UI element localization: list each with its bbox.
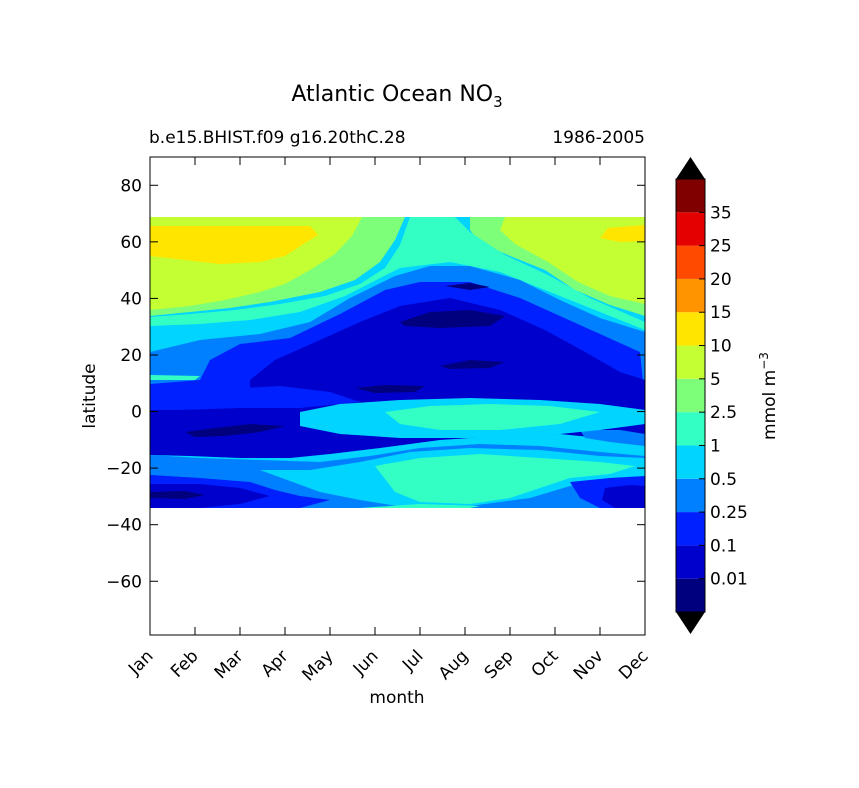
colorbar-level-label: 0.5	[710, 470, 737, 490]
contour-north-10-right	[600, 225, 645, 242]
contour-south-min-left	[150, 491, 205, 499]
chart-title-subscript: 3	[493, 93, 503, 111]
y-tick-label: −40	[106, 516, 142, 536]
contour-eq-1	[385, 404, 600, 430]
x-tick-label: Mar	[211, 646, 248, 683]
contour-north-min-2	[440, 360, 505, 369]
contour-eq-min-mid	[355, 385, 425, 393]
y-tick-label: 20	[120, 346, 142, 366]
colorbar-level-label: 25	[710, 237, 732, 257]
chart-subtitle-left: b.e15.BHIST.f09 g16.20thC.28	[149, 128, 406, 148]
colorbar-level-label: 10	[710, 337, 732, 357]
y-tick-label: −20	[106, 459, 142, 479]
y-tick-label: 60	[120, 233, 142, 253]
colorbar-swatch	[676, 312, 705, 346]
contour-eq-min-left	[185, 424, 285, 437]
y-axis-label: latitude	[80, 363, 100, 428]
x-tick-label: Oct	[528, 646, 563, 681]
colorbar-swatch	[676, 179, 705, 213]
x-axis-label: month	[369, 688, 424, 708]
plot-frame	[149, 156, 646, 636]
contour-eq-0p25-right	[580, 430, 645, 446]
chart-subtitle-right: 1986-2005	[552, 128, 645, 148]
y-axis: 80 60 40 20 0 −20 −40 −60	[106, 176, 645, 592]
contour-north-1-left	[150, 217, 645, 330]
colorbar-swatch	[676, 245, 705, 279]
x-tick-label: Aug	[435, 646, 473, 684]
colorbar-level-label: 0.01	[710, 570, 748, 590]
colorbar-label: mmol m−3	[757, 352, 780, 440]
colorbar-swatch	[676, 212, 705, 246]
colorbar-swatch	[676, 512, 705, 546]
contour-field	[150, 157, 645, 635]
x-tick-label: Nov	[570, 646, 608, 684]
contour-south-0p01-right	[602, 485, 645, 508]
contour-south-1	[375, 454, 635, 504]
colorbar-swatch	[676, 578, 705, 612]
no-data-south	[150, 508, 645, 635]
colorbar-level-label: 1	[710, 436, 721, 456]
colorbar-swatch	[676, 278, 705, 313]
colorbar-level-label: 35	[710, 203, 732, 223]
colorbar-swatch	[676, 445, 705, 479]
y-tick-label: −60	[106, 572, 142, 592]
contour-south-1-sliver	[360, 504, 480, 508]
contour-south-0p01-left	[150, 484, 270, 508]
x-tick-label: Jun	[349, 646, 383, 680]
no-data-north	[150, 157, 645, 217]
contour-north-min	[400, 310, 505, 328]
x-tick-label: May	[299, 646, 338, 685]
x-tick-label: Feb	[167, 646, 202, 681]
colorbar-swatch	[676, 378, 705, 413]
chart-title: Atlantic Ocean NO3	[291, 82, 502, 111]
contour-eq-0p1-left	[150, 386, 360, 410]
colorbar-label-exponent: −3	[757, 352, 771, 370]
y-tick-label: 40	[120, 289, 142, 309]
colorbar-level-label: 2.5	[710, 403, 737, 423]
y-tick-label: 0	[131, 403, 142, 423]
colorbar-level-label: 15	[710, 303, 732, 323]
colorbar: 0.01 0.1 0.25 0.5 1 2.5 5 10 15 20 25 35	[675, 157, 748, 634]
x-tick-label: Dec	[615, 646, 652, 683]
x-tick-label: Jan	[124, 646, 157, 679]
colorbar-level-label: 0.25	[710, 503, 748, 523]
x-tick-label: Jul	[398, 646, 427, 675]
colorbar-extend-over	[676, 157, 705, 179]
contour-north-0p01	[250, 298, 645, 400]
colorbar-swatch	[676, 545, 705, 579]
colorbar-level-label: 5	[710, 370, 721, 390]
colorbar-level-label: 20	[710, 270, 732, 290]
colorbar-swatch	[676, 412, 705, 446]
colorbar-extend-under	[676, 612, 705, 634]
colorbar-frame	[675, 178, 706, 613]
colorbar-swatch	[676, 345, 705, 379]
contour-north-1-sliver	[150, 375, 200, 380]
x-tick-label: Sep	[481, 646, 518, 683]
x-tick-label: Apr	[258, 646, 293, 681]
contour-north-10-left	[150, 226, 318, 264]
colorbar-swatch	[676, 478, 705, 513]
y-tick-label: 80	[120, 176, 142, 196]
colorbar-level-label: 0.1	[710, 536, 737, 556]
contour-north-min-3	[445, 283, 490, 290]
